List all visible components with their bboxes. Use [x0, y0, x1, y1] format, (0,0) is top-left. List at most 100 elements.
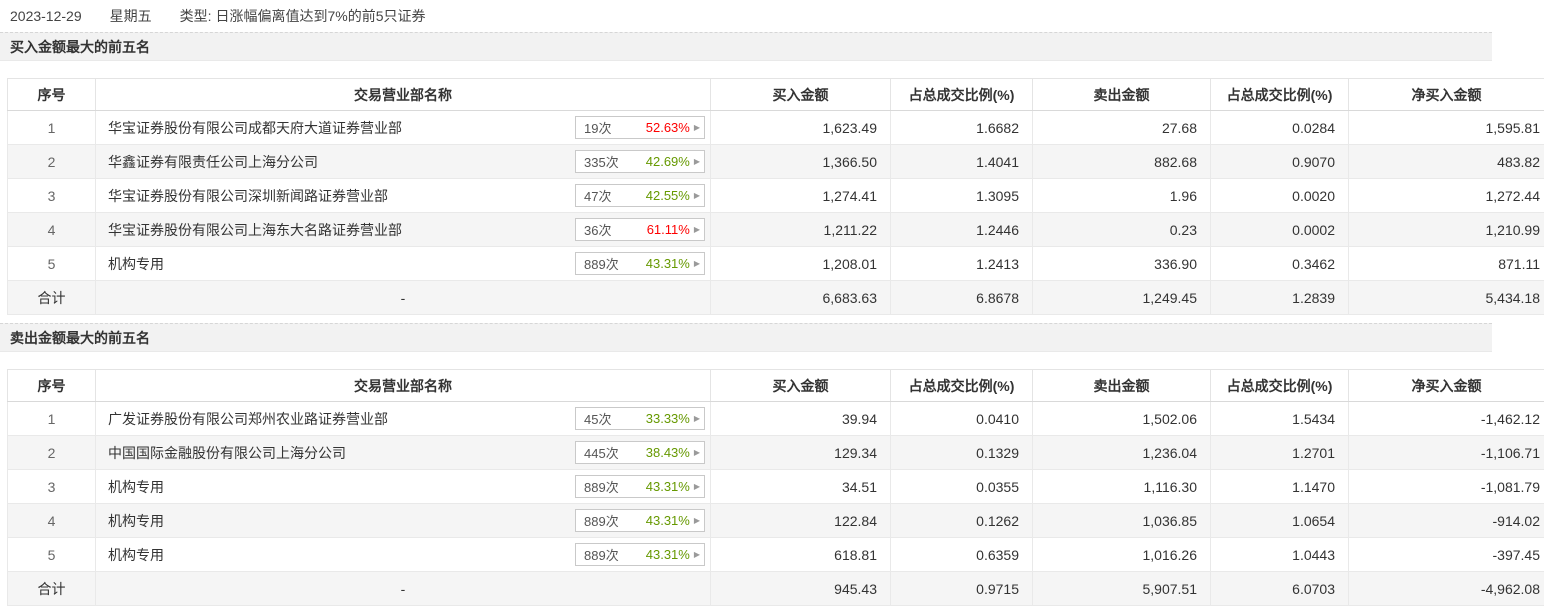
trade-count-badge[interactable]: 889次 43.31% ▶ [575, 252, 705, 275]
win-rate: 42.55% [645, 188, 690, 203]
buy-ratio: 6.8678 [890, 280, 1033, 315]
branch-name-cell: 华宝证券股份有限公司深圳新闻路证券营业部 47次 42.55% ▶ [95, 178, 711, 213]
column-header: 交易营业部名称 [95, 369, 711, 402]
sell-amount: 882.68 [1032, 144, 1211, 179]
buy-ratio: 0.9715 [890, 571, 1033, 606]
type-label: 类型: [179, 8, 212, 24]
rank-cell: 1 [7, 401, 96, 436]
branch-name-cell: 机构专用 889次 43.31% ▶ [95, 469, 711, 504]
branch-name-cell: 广发证券股份有限公司郑州农业路证券营业部 45次 33.33% ▶ [95, 401, 711, 436]
buy-amount: 618.81 [710, 537, 891, 572]
rank-cell: 2 [7, 144, 96, 179]
buy-ratio: 1.3095 [890, 178, 1033, 213]
column-header: 净买入金额 [1348, 369, 1544, 402]
branch-name-cell: 华宝证券股份有限公司上海东大名路证券营业部 36次 61.11% ▶ [95, 212, 711, 247]
chevron-right-icon: ▶ [693, 515, 700, 525]
trade-count: 19次 [584, 121, 612, 136]
buy-ratio: 0.1329 [890, 435, 1033, 470]
buy-amount: 1,211.22 [710, 212, 891, 247]
section-title-buy-top5: 买入金额最大的前五名 [0, 32, 1492, 61]
branch-name: 华宝证券股份有限公司上海东大名路证券营业部 [108, 221, 402, 238]
sell-ratio: 0.0020 [1210, 178, 1349, 213]
net-amount: 1,272.44 [1348, 178, 1544, 213]
chevron-right-icon: ▶ [693, 224, 700, 234]
trade-count-badge[interactable]: 889次 43.31% ▶ [575, 509, 705, 532]
net-amount: 871.11 [1348, 246, 1544, 281]
net-amount: -914.02 [1348, 503, 1544, 538]
branch-name-cell: 机构专用 889次 43.31% ▶ [95, 537, 711, 572]
column-header: 占总成交比例(%) [1210, 78, 1349, 111]
buy-ratio: 0.0410 [890, 401, 1033, 436]
trade-count-badge[interactable]: 889次 43.31% ▶ [575, 543, 705, 566]
rank-cell: 4 [7, 212, 96, 247]
buy-ratio: 1.4041 [890, 144, 1033, 179]
buy-amount: 1,623.49 [710, 110, 891, 145]
column-header: 卖出金额 [1032, 369, 1211, 402]
table-row: 5 机构专用 889次 43.31% ▶ 1,208.01 1.2413 336.90 0.34… [7, 246, 1544, 281]
header-row: 序号 交易营业部名称 买入金额 占总成交比例(%) 卖出金额 占总成交比例(%) 净买入金额 [7, 369, 1544, 402]
header-row: 序号 交易营业部名称 买入金额 占总成交比例(%) 卖出金额 占总成交比例(%) 净买入金额 [7, 78, 1544, 111]
win-rate: 43.31% [645, 513, 690, 528]
branch-name: 机构专用 [108, 546, 164, 563]
sell-amount: 1,236.04 [1032, 435, 1211, 470]
chevron-right-icon: ▶ [693, 122, 700, 132]
trade-count-badge[interactable]: 45次 33.33% ▶ [575, 407, 705, 430]
buy-amount: 1,274.41 [710, 178, 891, 213]
table-row: 2 华鑫证券有限责任公司上海分公司 335次 42.69% ▶ 1,366.50 1.404… [7, 144, 1544, 179]
trade-count: 445次 [584, 446, 619, 461]
date-type-bar: 2023-12-29 星期五 类型: 日涨幅偏离值达到7%的前5只证券 [0, 0, 1544, 32]
sell-ratio: 0.0284 [1210, 110, 1349, 145]
sell-ratio: 1.0654 [1210, 503, 1349, 538]
branch-name: 机构专用 [108, 478, 164, 495]
win-rate: 42.69% [645, 154, 690, 169]
buy-ratio: 0.1262 [890, 503, 1033, 538]
net-amount: -1,106.71 [1348, 435, 1544, 470]
sell-amount: 1,036.85 [1032, 503, 1211, 538]
trade-count-badge[interactable]: 47次 42.55% ▶ [575, 184, 705, 207]
rank-cell: 4 [7, 503, 96, 538]
net-amount: -397.45 [1348, 537, 1544, 572]
trade-count-badge[interactable]: 19次 52.63% ▶ [575, 116, 705, 139]
weekday-text: 星期五 [109, 8, 152, 24]
sell-amount: 336.90 [1032, 246, 1211, 281]
sell-ratio: 1.2839 [1210, 280, 1349, 315]
net-amount: -1,462.12 [1348, 401, 1544, 436]
buy-ratio: 1.2413 [890, 246, 1033, 281]
trade-count: 36次 [584, 223, 612, 238]
buy-ratio: 1.2446 [890, 212, 1033, 247]
rank-cell: 1 [7, 110, 96, 145]
net-amount: -4,962.08 [1348, 571, 1544, 606]
branch-name: 机构专用 [108, 255, 164, 272]
trade-count: 889次 [584, 514, 619, 529]
chevron-right-icon: ▶ [693, 190, 700, 200]
trade-count-badge[interactable]: 335次 42.69% ▶ [575, 150, 705, 173]
buy-ratio: 1.6682 [890, 110, 1033, 145]
sell-ratio: 1.1470 [1210, 469, 1349, 504]
rank-cell: 3 [7, 178, 96, 213]
column-header: 占总成交比例(%) [890, 78, 1033, 111]
net-amount: 1,210.99 [1348, 212, 1544, 247]
column-header: 占总成交比例(%) [890, 369, 1033, 402]
buy-amount: 945.43 [710, 571, 891, 606]
sell-amount: 27.68 [1032, 110, 1211, 145]
column-header: 买入金额 [710, 369, 891, 402]
list-type-text: 类型: 日涨幅偏离值达到7%的前5只证券 [180, 6, 426, 26]
column-header: 序号 [7, 78, 96, 111]
trade-count-badge[interactable]: 445次 38.43% ▶ [575, 441, 705, 464]
column-header: 卖出金额 [1032, 78, 1211, 111]
ranking-sections: 买入金额最大的前五名 序号 交易营业部名称 买入金额 占总成交比例(%) 卖出金额 占总成交… [0, 32, 1544, 606]
trade-count-badge[interactable]: 36次 61.11% ▶ [575, 218, 705, 241]
rank-cell: 3 [7, 469, 96, 504]
trade-count: 335次 [584, 155, 619, 170]
total-row: 合计 -945.43 0.9715 5,907.51 6.0703 -4,962.08 [7, 571, 1544, 606]
lhb-table: 序号 交易营业部名称 买入金额 占总成交比例(%) 卖出金额 占总成交比例(%) 净买入金额… [7, 78, 1544, 315]
buy-amount: 39.94 [710, 401, 891, 436]
column-header: 交易营业部名称 [95, 78, 711, 111]
buy-amount: 129.34 [710, 435, 891, 470]
buy-ratio: 0.6359 [890, 537, 1033, 572]
branch-name-cell: 华鑫证券有限责任公司上海分公司 335次 42.69% ▶ [95, 144, 711, 179]
trade-count: 47次 [584, 189, 612, 204]
trade-count-badge[interactable]: 889次 43.31% ▶ [575, 475, 705, 498]
type-value: 日涨幅偏离值达到7%的前5只证券 [215, 8, 426, 24]
total-row: 合计 -6,683.63 6.8678 1,249.45 1.2839 5,434.18 [7, 280, 1544, 315]
